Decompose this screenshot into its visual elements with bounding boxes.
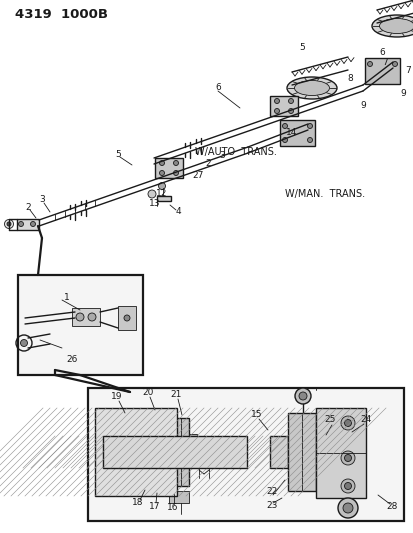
Text: 18: 18 [132, 498, 143, 507]
Bar [169, 491, 189, 503]
Text: 3: 3 [39, 196, 45, 205]
Text: 12: 12 [156, 189, 167, 198]
Circle shape [288, 109, 293, 114]
Circle shape [5, 220, 14, 229]
Circle shape [147, 190, 156, 198]
Circle shape [31, 222, 36, 227]
Text: 9: 9 [399, 88, 405, 98]
Text: 6: 6 [378, 47, 384, 56]
Text: 3: 3 [218, 150, 224, 159]
Text: 21: 21 [170, 391, 181, 400]
Circle shape [19, 222, 24, 227]
Text: 25: 25 [323, 416, 335, 424]
Circle shape [340, 479, 354, 493]
Text: 8: 8 [346, 74, 352, 83]
Text: 2: 2 [205, 158, 210, 167]
Bar [189, 462, 197, 466]
Text: 13: 13 [149, 199, 160, 208]
Bar [17, 219, 39, 230]
Circle shape [173, 171, 178, 175]
Circle shape [298, 392, 306, 400]
Circle shape [88, 313, 96, 321]
Bar [95, 408, 177, 496]
Bar [287, 413, 315, 491]
Circle shape [307, 124, 312, 128]
Bar [279, 120, 314, 146]
Text: 22: 22 [266, 488, 277, 497]
Text: 2: 2 [25, 203, 31, 212]
Ellipse shape [379, 19, 413, 34]
Bar [364, 58, 399, 84]
Circle shape [159, 160, 164, 166]
Text: W/AUTO  TRANS.: W/AUTO TRANS. [195, 147, 276, 157]
Bar [88, 388, 403, 521]
Bar [269, 96, 297, 116]
Text: 5: 5 [115, 149, 121, 158]
Text: 20: 20 [142, 389, 153, 398]
Bar [269, 436, 287, 468]
Bar [169, 418, 189, 486]
Bar [189, 434, 197, 438]
Text: 1: 1 [64, 293, 70, 302]
Text: 5: 5 [299, 43, 304, 52]
Circle shape [294, 388, 310, 404]
Text: 4319  1000B: 4319 1000B [15, 7, 108, 20]
Circle shape [340, 451, 354, 465]
Circle shape [392, 61, 396, 67]
Circle shape [344, 482, 351, 489]
Bar [118, 306, 136, 330]
Circle shape [21, 340, 27, 346]
Circle shape [288, 99, 293, 103]
Circle shape [158, 182, 165, 190]
Ellipse shape [371, 15, 413, 37]
Circle shape [340, 416, 354, 430]
Circle shape [274, 99, 279, 103]
Ellipse shape [286, 77, 336, 99]
Text: 28: 28 [385, 503, 397, 512]
Text: 7: 7 [381, 58, 387, 67]
Text: 7: 7 [404, 66, 410, 75]
Text: 26: 26 [66, 356, 78, 365]
Text: 24: 24 [359, 416, 371, 424]
Ellipse shape [294, 80, 329, 95]
Text: 15: 15 [251, 410, 262, 419]
Circle shape [173, 160, 178, 166]
Circle shape [344, 419, 351, 426]
Circle shape [124, 315, 130, 321]
Text: 27: 27 [192, 172, 203, 181]
Circle shape [159, 171, 164, 175]
Text: 16: 16 [167, 504, 178, 513]
Text: 23: 23 [266, 502, 277, 511]
Circle shape [274, 109, 279, 114]
Circle shape [282, 138, 287, 142]
Circle shape [342, 503, 352, 513]
Bar [18, 275, 142, 375]
Text: 19: 19 [111, 392, 122, 401]
Bar [103, 436, 247, 468]
Circle shape [337, 498, 357, 518]
Bar [154, 158, 183, 178]
Circle shape [7, 222, 11, 226]
Circle shape [344, 455, 351, 462]
Text: 4: 4 [175, 207, 180, 216]
Text: 9: 9 [359, 101, 365, 109]
Text: W/MAN.  TRANS.: W/MAN. TRANS. [284, 189, 364, 199]
Text: 14: 14 [286, 127, 297, 136]
Circle shape [282, 124, 287, 128]
Circle shape [76, 313, 84, 321]
Circle shape [307, 138, 312, 142]
Text: 17: 17 [149, 503, 160, 512]
Bar [72, 308, 100, 326]
Circle shape [367, 61, 372, 67]
Bar [315, 408, 365, 498]
Bar [157, 196, 171, 201]
Text: 6: 6 [215, 83, 221, 92]
